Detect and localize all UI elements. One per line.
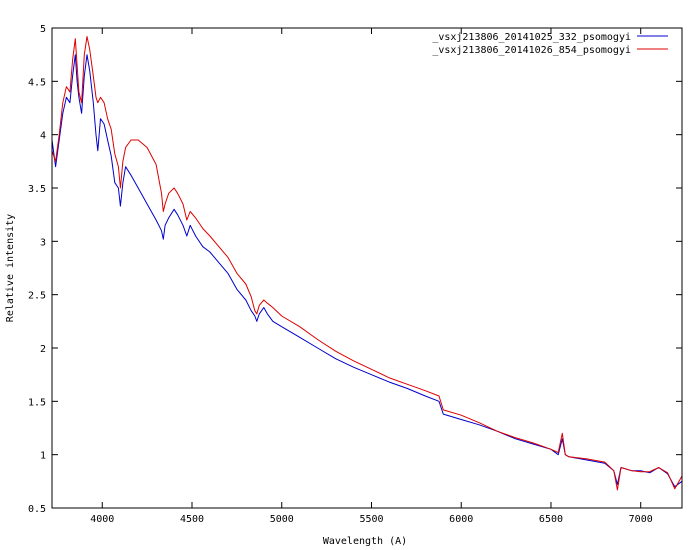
legend: _vsxj213806_20141025_332_psomogyi _vsxj21… [432, 32, 668, 56]
x-tick-label: 6000 [449, 514, 473, 525]
x-tick-label: 7000 [629, 514, 653, 525]
legend-label: _vsxj213806_20141025_332_psomogyi [432, 32, 631, 43]
x-tick-label: 4500 [180, 514, 204, 525]
y-tick-label: 3.5 [28, 184, 46, 195]
legend-label: _vsxj213806_20141026_854_psomogyi [432, 45, 631, 56]
series-line-2 [51, 36, 683, 491]
x-axis-label: Wavelength (A) [323, 536, 407, 547]
plot-frame [51, 27, 683, 509]
x-axis: 4000 4500 5000 5500 6000 6500 7000 [90, 28, 653, 525]
y-tick-label: 3 [40, 237, 46, 248]
series-line-1 [51, 54, 683, 488]
x-tick-label: 6500 [539, 514, 563, 525]
y-tick-label: 4.5 [28, 77, 46, 88]
y-tick-label: 1.5 [28, 397, 46, 408]
y-tick-label: 2 [40, 344, 46, 355]
y-axis-label: Relative intensity [5, 214, 16, 322]
y-tick-label: 5 [40, 24, 46, 35]
y-tick-label: 1 [40, 451, 46, 462]
y-tick-label: 0.5 [28, 504, 46, 515]
y-axis: 0.5 1 1.5 2 2.5 3 3.5 4 4.5 5 [28, 24, 682, 515]
x-tick-label: 4000 [90, 514, 114, 525]
y-tick-label: 4 [40, 131, 46, 142]
series-layer [51, 36, 683, 491]
x-tick-label: 5500 [359, 514, 383, 525]
x-tick-label: 5000 [270, 514, 294, 525]
y-tick-label: 2.5 [28, 291, 46, 302]
